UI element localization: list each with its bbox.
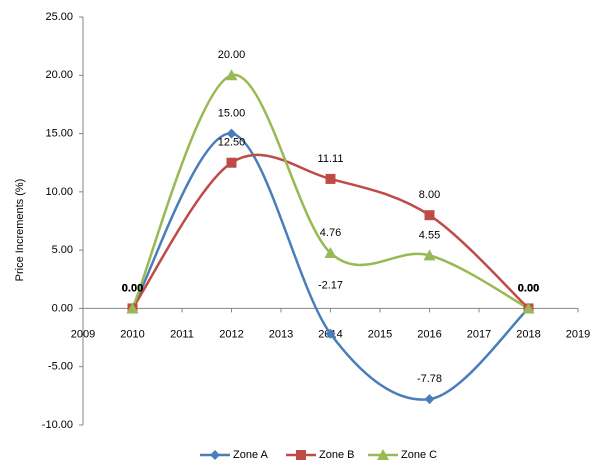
series-line — [131, 74, 530, 310]
marker — [296, 450, 306, 460]
x-tick-label: 2011 — [170, 328, 194, 340]
data-label: -2.17 — [318, 280, 343, 292]
y-tick-label: 5.00 — [52, 244, 73, 256]
data-label: -7.78 — [417, 373, 442, 385]
x-tick-label: 2013 — [269, 328, 293, 340]
legend-label: Zone B — [319, 449, 354, 461]
marker — [325, 328, 336, 339]
marker — [324, 246, 337, 258]
x-tick-label: 2010 — [120, 328, 144, 340]
data-label: 8.00 — [419, 189, 440, 201]
y-tick-label: 20.00 — [45, 69, 73, 81]
data-label: 0.00 — [122, 282, 143, 294]
data-label: 0.00 — [518, 282, 539, 294]
marker — [522, 302, 535, 314]
marker — [210, 450, 220, 460]
y-tick-label: 15.00 — [45, 127, 73, 139]
x-tick-label: 2012 — [219, 328, 243, 340]
data-label: 11.11 — [318, 153, 344, 165]
x-tick-label: 2019 — [566, 328, 590, 340]
y-tick-label: 10.00 — [45, 186, 73, 198]
x-tick-label: 2016 — [417, 328, 441, 340]
data-label: 12.50 — [218, 137, 246, 149]
data-label: 0.00 — [122, 282, 143, 294]
x-tick-label: 2018 — [516, 328, 540, 340]
marker — [126, 302, 139, 314]
data-label: 0.00 — [518, 282, 539, 294]
data-label: 4.55 — [419, 229, 440, 241]
y-tick-label: 0.00 — [52, 302, 73, 314]
marker — [377, 449, 389, 460]
data-label: 0.00 — [518, 282, 539, 294]
marker — [424, 394, 435, 405]
y-tick-label: -10.00 — [42, 419, 73, 431]
legend-item: Zone C — [368, 449, 437, 461]
legend-label: Zone C — [401, 449, 437, 461]
legend-item: Zone A — [200, 449, 269, 461]
x-tick-label: 2015 — [368, 328, 392, 340]
y-tick-label: -5.00 — [48, 361, 73, 373]
data-label: 15.00 — [218, 107, 246, 119]
marker — [423, 249, 436, 261]
legend-label: Zone A — [233, 449, 269, 461]
data-label: 4.76 — [320, 227, 341, 239]
marker — [325, 173, 336, 184]
marker — [226, 128, 237, 139]
y-axis-title: Price Increments (%) — [14, 179, 26, 282]
x-tick-label: 2017 — [467, 328, 491, 340]
y-tick-label: 25.00 — [45, 11, 73, 23]
series-line — [131, 132, 530, 401]
marker — [424, 210, 435, 221]
marker — [225, 69, 238, 81]
x-tick-label: 2009 — [71, 328, 95, 340]
marker — [226, 157, 237, 168]
data-label: 0.00 — [122, 282, 143, 294]
legend-item: Zone B — [286, 449, 354, 461]
data-label: 20.00 — [218, 49, 246, 61]
